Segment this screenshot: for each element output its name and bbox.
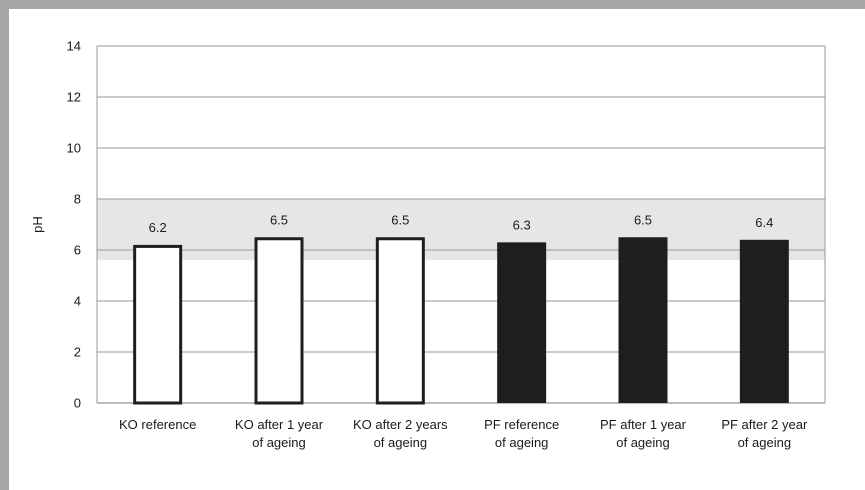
y-tick-labels: 0 2 4 6 8 10 12 14 xyxy=(67,39,81,411)
category-label: PF after 2 year of ageing xyxy=(721,417,808,450)
category-label: KO reference xyxy=(119,417,196,432)
y-axis-title: pH xyxy=(30,216,45,233)
y-tick-label: 14 xyxy=(67,39,81,54)
bar xyxy=(739,239,789,403)
bar-value-label: 6.2 xyxy=(149,220,167,235)
bar xyxy=(133,244,183,405)
y-tick-label: 6 xyxy=(74,243,81,258)
bar xyxy=(618,237,668,403)
y-tick-label: 0 xyxy=(74,396,81,411)
category-label: KO after 1 year of ageing xyxy=(235,417,324,450)
y-tick-label: 4 xyxy=(74,294,81,309)
y-tick-label: 2 xyxy=(74,345,81,360)
bar-value-label: 6.5 xyxy=(634,212,652,227)
data-labels: 6.2 6.5 6.5 6.3 6.5 6.4 xyxy=(149,212,774,235)
category-label: PF after 1 year of ageing xyxy=(600,417,687,450)
reference-band xyxy=(97,199,825,261)
bar-value-label: 6.3 xyxy=(513,217,531,232)
category-labels: KO reference KO after 1 year of ageing KO a… xyxy=(119,417,808,450)
frame-left-border xyxy=(0,0,9,490)
gridlines xyxy=(96,45,826,404)
y-tick-label: 8 xyxy=(74,192,81,207)
bar-value-label: 6.5 xyxy=(391,212,409,227)
bar xyxy=(375,237,425,405)
bar xyxy=(254,237,304,405)
y-tick-label: 10 xyxy=(67,141,81,156)
category-label: PF reference of ageing xyxy=(484,417,559,450)
bar-value-label: 6.5 xyxy=(270,212,288,227)
bars xyxy=(133,237,789,405)
frame-top-border xyxy=(0,0,865,9)
bar xyxy=(497,242,547,403)
bar-value-label: 6.4 xyxy=(755,215,773,230)
category-label: KO after 2 years of ageing xyxy=(353,417,448,450)
y-tick-label: 12 xyxy=(67,90,81,105)
